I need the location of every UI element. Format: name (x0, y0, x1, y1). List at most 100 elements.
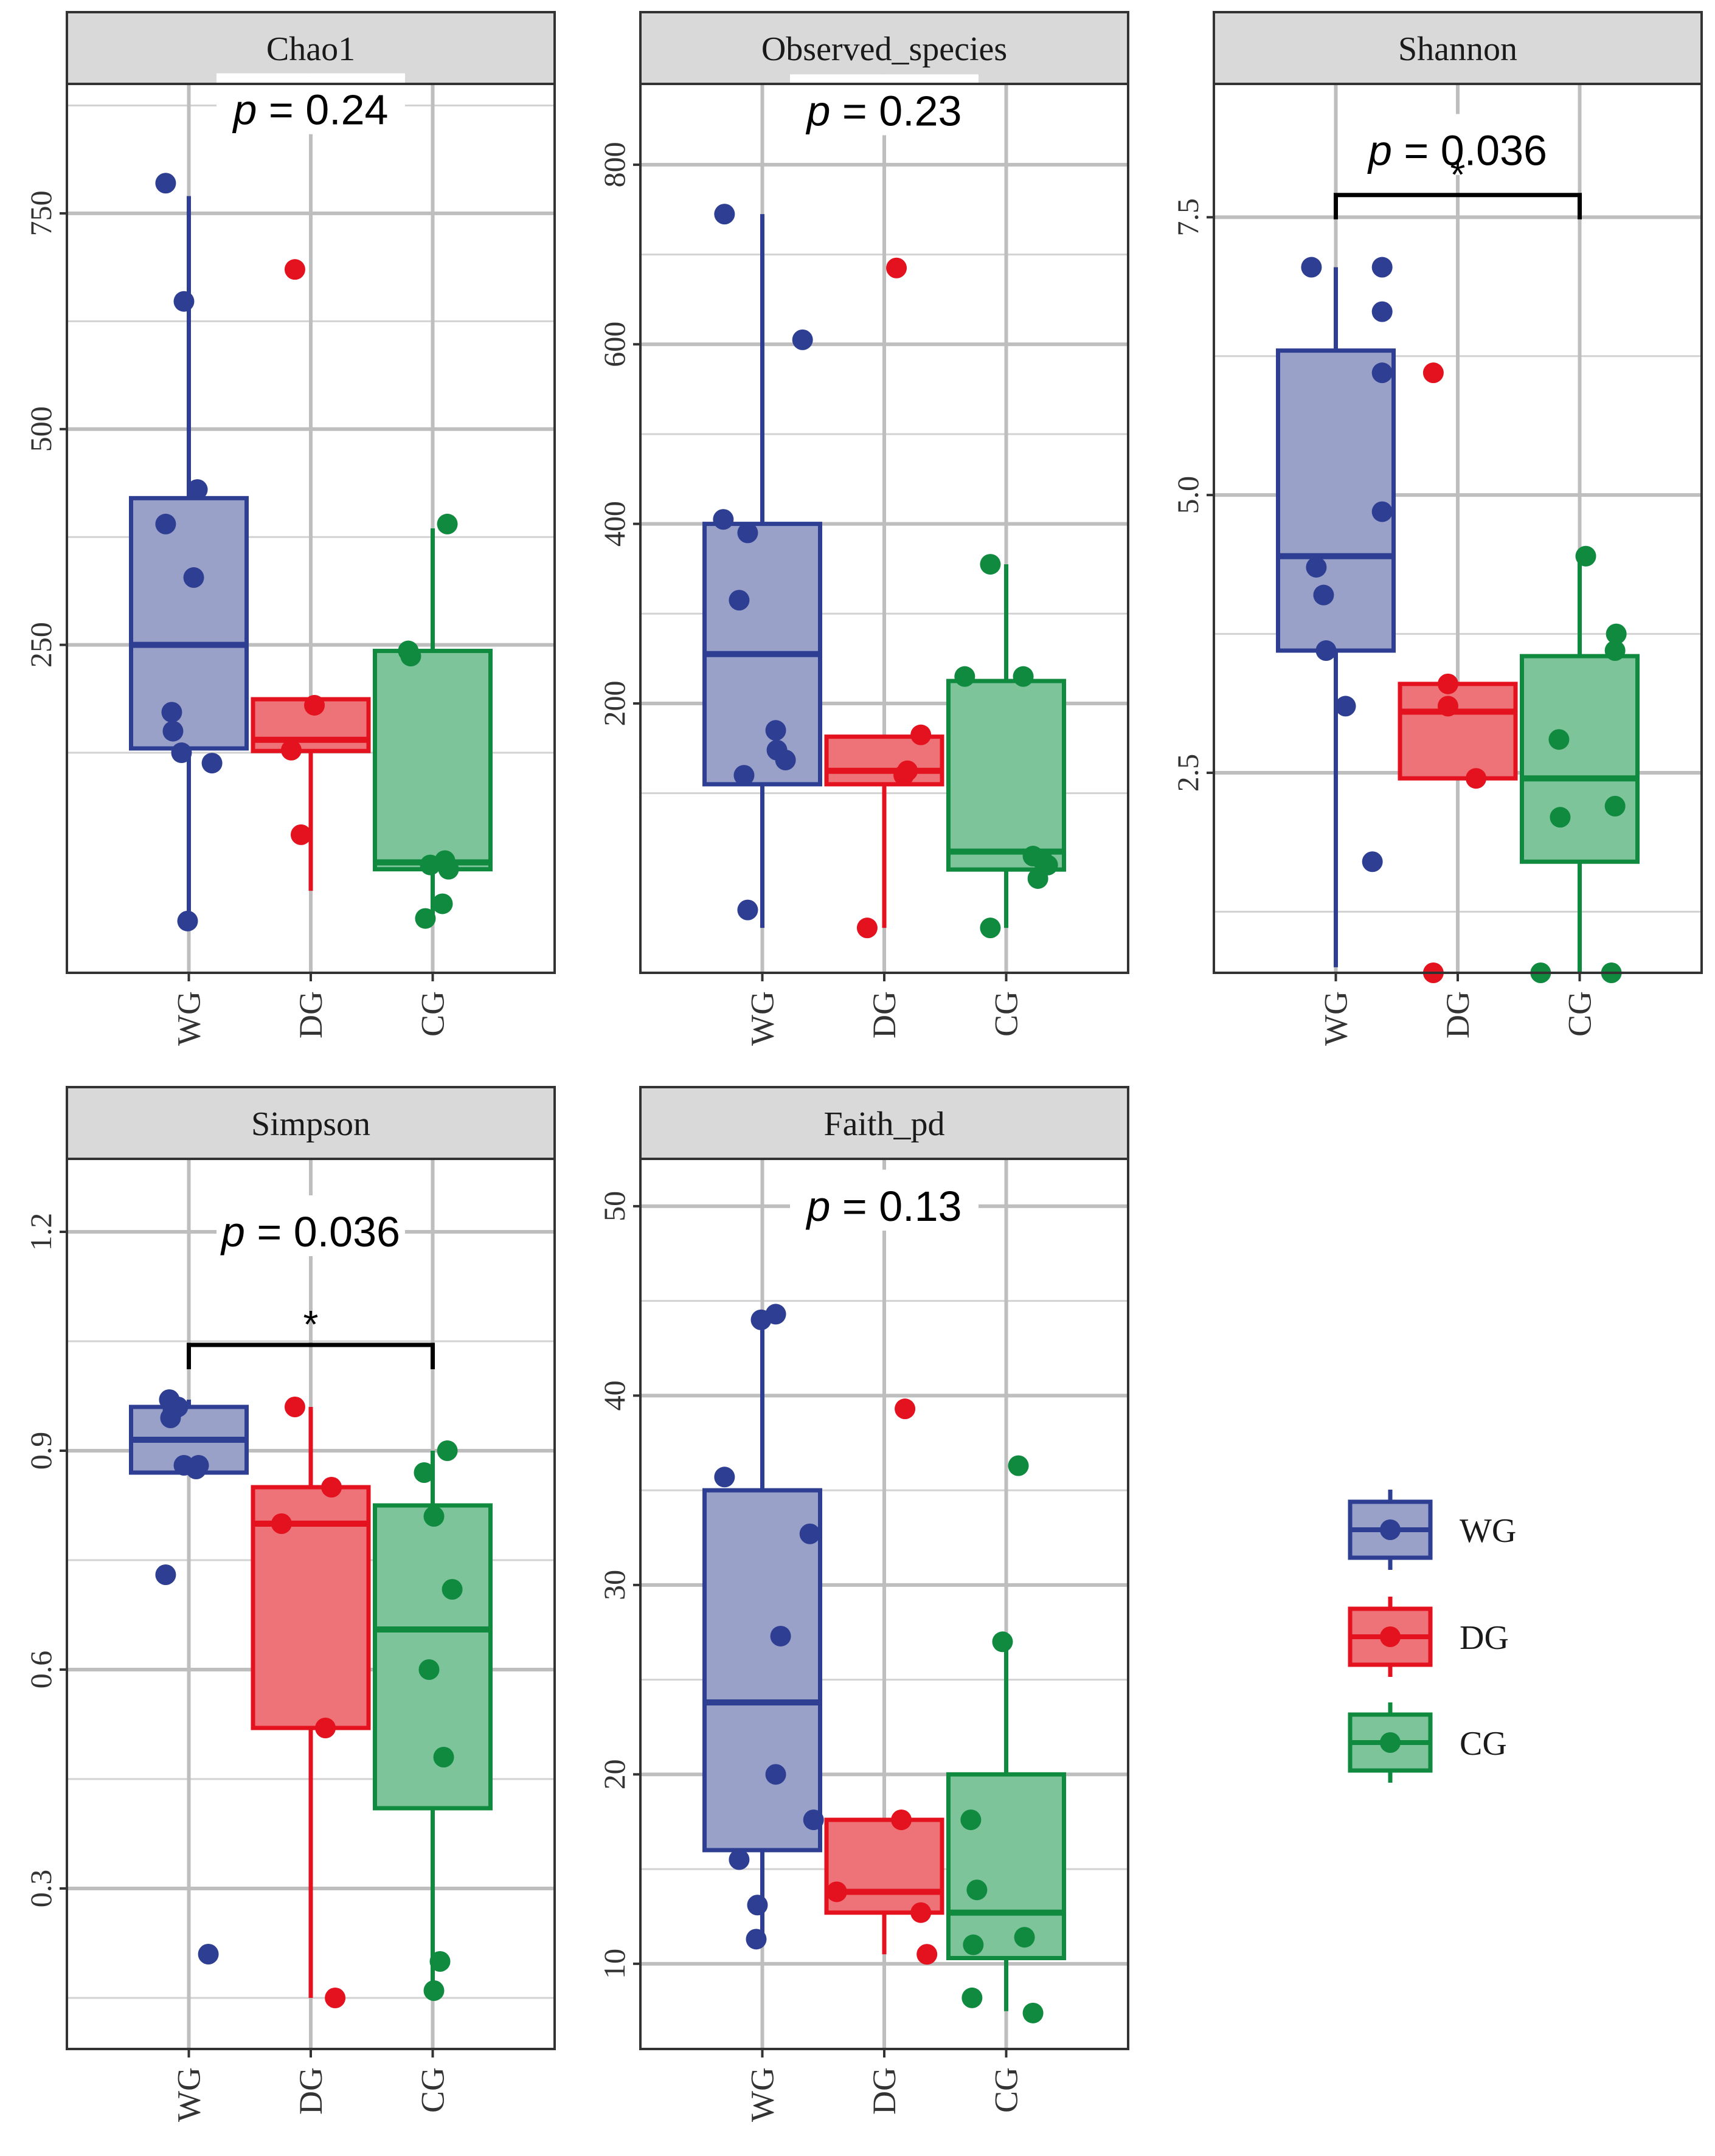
data-point-wg (160, 1408, 181, 1428)
y-tick-label: 0.9 (24, 1432, 58, 1470)
data-point-wg (162, 720, 184, 742)
panel-title: Faith_pd (823, 1105, 944, 1143)
panel-chao1: Chao1 p = 0.24 250 500 750 WG DG CG (24, 11, 556, 1046)
strip-background (639, 1086, 1129, 1160)
data-point-cg (433, 1747, 454, 1767)
data-point-cg (438, 859, 459, 880)
data-point-cg (418, 1659, 440, 1680)
x-tick-label: CG (415, 991, 451, 1037)
x-tick-label: WG (171, 991, 207, 1046)
data-point-wg (1371, 301, 1393, 322)
data-point-cg (1548, 729, 1570, 750)
data-point-cg (1550, 807, 1571, 828)
box-cg (373, 528, 493, 921)
box-body (373, 649, 493, 872)
panel-shannon: Shannon p = 0.036* 2.5 5.0 7.5 WG DG CG (1171, 11, 1703, 1046)
data-point-dg (325, 1988, 346, 2008)
data-point-wg (1306, 556, 1327, 578)
bracket-line (1334, 193, 1582, 219)
box-body (702, 1488, 822, 1853)
panel-simpson: Simpson p = 0.036 * 0.3 0.6 0.9 1.2 WG DG CG (24, 1086, 556, 2122)
y-tick-label: 750 (24, 190, 58, 236)
data-point-dg (910, 1902, 932, 1923)
data-point-wg (737, 522, 758, 544)
pvalue-background (1363, 114, 1552, 175)
data-point-dg (315, 1718, 336, 1738)
data-point-cg (437, 1440, 458, 1461)
box-cg (946, 1642, 1066, 2011)
data-point-cg (414, 1462, 435, 1483)
data-point-wg (1335, 696, 1356, 717)
data-point-cg (980, 554, 1001, 575)
panel-title: Chao1 (266, 30, 355, 68)
legend-key-point (1380, 1626, 1401, 1647)
x-tick-label: DG (866, 991, 903, 1038)
data-point-wg (729, 1849, 750, 1870)
data-point-dg (886, 257, 907, 278)
x-tick-label: DG (293, 991, 329, 1038)
y-tick-label: 40 (597, 1380, 631, 1411)
data-point-wg (161, 702, 182, 723)
data-point-dg (891, 1809, 912, 1831)
pvalue-label: p = 0.24 (232, 86, 389, 134)
pvalue-background (217, 1195, 405, 1256)
y-tick-label: 30 (597, 1570, 631, 1600)
y-tick-label: 7.5 (1171, 198, 1205, 237)
y-tick-label: 0.6 (24, 1651, 58, 1689)
legend-item-wg: WG (1348, 1490, 1516, 1570)
y-tick-label: 600 (597, 322, 631, 367)
x-tick-label: CG (1562, 991, 1598, 1037)
data-point-dg (304, 694, 325, 716)
strip-background (66, 11, 556, 85)
data-point-wg (173, 291, 195, 312)
data-point-dg (290, 824, 311, 845)
y-tick-label: 0.3 (24, 1870, 58, 1908)
data-point-wg (1362, 851, 1383, 872)
box-body (373, 1503, 493, 1811)
data-point-cg (437, 513, 458, 534)
data-point-dg (1437, 673, 1458, 694)
data-point-cg (432, 893, 453, 914)
data-point-wg (792, 329, 813, 350)
data-point-wg (1371, 501, 1393, 522)
strip-background (1213, 11, 1703, 85)
significance-bracket: * (187, 1302, 435, 1369)
y-tick-label: 250 (24, 622, 58, 668)
data-point-dg (856, 917, 878, 939)
data-point-wg (737, 899, 758, 921)
x-tick-label: DG (1440, 991, 1476, 1038)
data-point-cg (1014, 1927, 1035, 1948)
data-point-wg (765, 1764, 786, 1785)
box-wg (129, 196, 249, 921)
x-tick-label: CG (415, 2067, 451, 2113)
pvalue-label: p = 0.036 (1367, 127, 1547, 174)
data-point-dg (321, 1477, 342, 1498)
strip-background (66, 1086, 556, 1160)
data-point-dg (271, 1513, 292, 1534)
y-tick-label: 200 (597, 680, 631, 726)
data-point-dg (1437, 696, 1458, 717)
data-point-cg (954, 666, 975, 687)
y-tick-label: 50 (597, 1191, 631, 1221)
data-point-wg (765, 720, 786, 741)
box-wg (702, 214, 822, 928)
data-point-wg (1301, 257, 1322, 278)
data-point-dg (284, 259, 305, 280)
data-point-cg (1575, 545, 1596, 567)
y-tick-label: 10 (597, 1949, 631, 1979)
data-point-cg (1604, 795, 1626, 817)
y-tick-label: 5.0 (1171, 476, 1205, 514)
data-point-cg (961, 1987, 983, 2008)
data-point-wg (1371, 257, 1393, 278)
data-point-cg (1013, 666, 1034, 687)
strip-background (639, 11, 1129, 85)
data-point-wg (201, 753, 223, 774)
facet-panels: Chao1 p = 0.24 250 500 750 WG DG CG Observed_spe… (24, 11, 1703, 2122)
y-tick-label: 500 (24, 406, 58, 452)
legend-label: DG (1460, 1619, 1509, 1657)
pvalue-label: p = 0.036 (220, 1208, 400, 1256)
panel-title: Observed_species (761, 30, 1007, 68)
box-body (946, 1772, 1066, 1960)
data-point-cg (423, 1506, 445, 1527)
